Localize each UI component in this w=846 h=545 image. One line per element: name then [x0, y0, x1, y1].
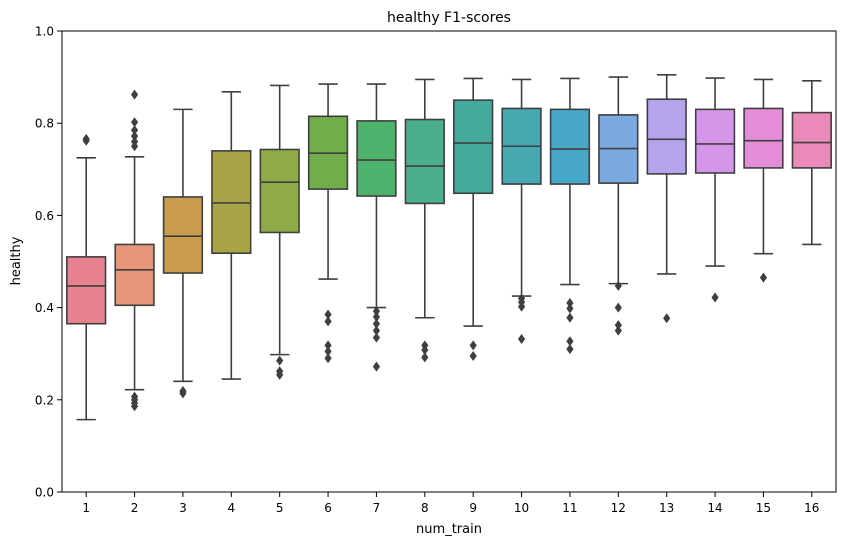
x-tick-label: 5 — [276, 501, 284, 515]
outlier-point — [566, 336, 574, 347]
outlier-point — [759, 272, 768, 283]
x-tick-label: 16 — [804, 501, 819, 515]
plot-area: 0.00.20.40.60.81.01 2 3 4 5 6 7 8 9 10 11 12 13 14 15 1… — [35, 25, 837, 515]
outlier-point — [614, 320, 622, 331]
box-body — [646, 98, 687, 175]
box-body — [356, 120, 397, 197]
y-tick-label: 0.8 — [35, 117, 54, 131]
x-tick-label: 8 — [421, 501, 429, 515]
outlier-point — [372, 332, 381, 343]
outlier-point — [372, 311, 381, 322]
y-tick-label: 0.6 — [35, 209, 54, 223]
x-tick-label: 1 — [82, 501, 90, 515]
outlier-point — [130, 136, 139, 147]
outlier-point — [276, 366, 284, 377]
outlier-point — [130, 125, 139, 136]
plot-frame — [61, 30, 837, 493]
outlier-point — [372, 306, 381, 317]
outlier-point — [566, 344, 574, 355]
x-tick-label: 3 — [179, 501, 187, 515]
box-body — [743, 107, 784, 169]
outlier-point — [130, 89, 139, 100]
x-tick-label: 2 — [131, 501, 139, 515]
box-body — [66, 256, 107, 325]
outlier-point — [324, 340, 332, 351]
box-body — [211, 150, 252, 255]
outlier-point — [566, 297, 574, 308]
box-body — [404, 118, 445, 205]
x-tick-label: 13 — [659, 501, 674, 515]
outlier-point — [130, 131, 139, 142]
x-tick-label: 4 — [227, 501, 235, 515]
box-body — [549, 108, 591, 185]
outlier-point — [469, 351, 477, 362]
x-tick-label: 11 — [562, 501, 577, 515]
outlier-point — [179, 386, 187, 397]
outlier-point — [372, 361, 381, 372]
outlier-point — [324, 353, 332, 364]
outlier-point — [324, 316, 332, 327]
y-tick-label: 0.4 — [35, 301, 54, 315]
box-body — [114, 243, 155, 307]
outlier-point — [517, 333, 526, 344]
chart-title: healthy F1-scores — [387, 10, 511, 26]
outlier-point — [82, 133, 90, 144]
x-tick-label: 7 — [373, 501, 381, 515]
y-axis-label: healthy — [9, 236, 24, 285]
outlier-point — [614, 302, 622, 313]
box-body — [162, 196, 204, 274]
outlier-point — [372, 318, 381, 329]
outlier-point — [324, 309, 332, 320]
outlier-point — [372, 325, 381, 336]
outlier-point — [614, 325, 622, 336]
outlier-point — [663, 313, 671, 324]
outlier-point — [614, 280, 622, 291]
outlier-point — [517, 293, 526, 304]
outlier-point — [324, 346, 332, 357]
x-tick-label: 15 — [756, 501, 771, 515]
y-tick-label: 0.0 — [35, 486, 54, 500]
outlier-point — [130, 391, 139, 402]
outlier-point — [469, 340, 477, 351]
outlier-point — [421, 340, 429, 351]
box-body — [791, 111, 832, 169]
y-tick-label: 0.2 — [35, 393, 54, 407]
outlier-point — [566, 312, 574, 323]
outlier-point — [276, 355, 284, 366]
outlier-point — [130, 117, 139, 128]
box-body — [453, 99, 494, 195]
x-tick-label: 6 — [324, 501, 332, 515]
x-tick-label: 9 — [469, 501, 477, 515]
x-tick-label: 14 — [707, 501, 722, 515]
outlier-point — [711, 292, 719, 303]
x-tick-label: 12 — [611, 501, 626, 515]
x-tick-label: 10 — [514, 501, 529, 515]
box-body — [259, 148, 300, 234]
y-tick-label: 1.0 — [35, 25, 54, 39]
x-axis-label: num_train — [416, 522, 482, 537]
outlier-point — [421, 352, 429, 363]
box-body — [694, 108, 736, 174]
outlier-point — [566, 303, 574, 314]
